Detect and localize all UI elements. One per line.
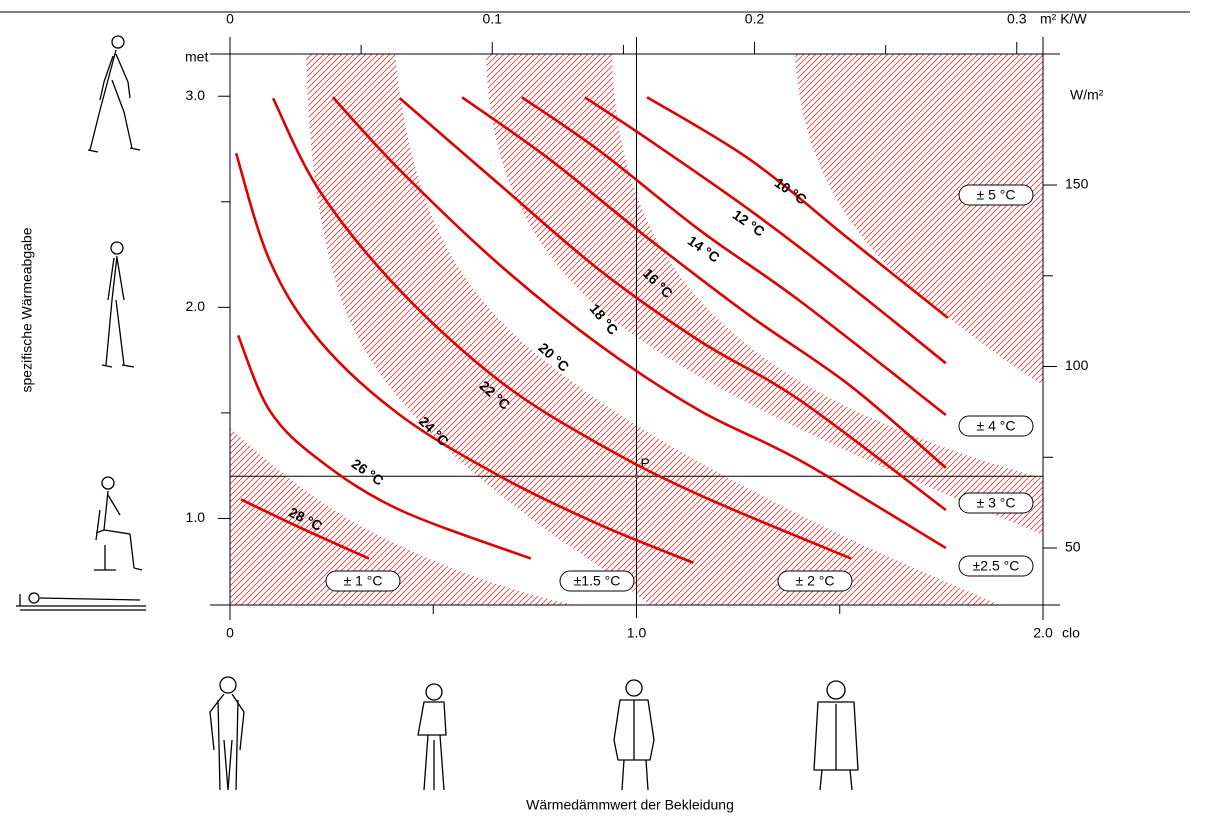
curve-label: 10 °C <box>772 174 810 207</box>
x2-tick-label: 0.2 <box>745 11 765 27</box>
activity-figures <box>16 35 859 791</box>
temperature-curve <box>399 97 947 512</box>
y-tick-label: 3.0 <box>186 87 206 103</box>
curve-label: 14 °C <box>685 232 723 265</box>
y-tick-label: 2.0 <box>186 298 206 314</box>
zone-label: ± 4 °C <box>977 418 1016 434</box>
temperature-curve <box>271 97 852 560</box>
figure-heavy-clothing <box>813 680 859 791</box>
reference-point <box>634 474 639 479</box>
temperature-curve <box>236 334 532 560</box>
figure-walking-fast <box>87 35 141 153</box>
zone-area <box>230 428 575 605</box>
temperature-curve <box>646 96 949 319</box>
figure-lying <box>16 592 146 611</box>
x2-tick-label: 0.3 <box>1007 11 1027 27</box>
zone-label: ± 3 °C <box>977 495 1016 511</box>
curve-label: 12 °C <box>730 206 768 239</box>
figure-suit <box>613 679 655 791</box>
x2-tick-label: 0 <box>226 11 234 27</box>
y2-tick-label: 150 <box>1065 176 1089 192</box>
tolerance-zones <box>230 54 1043 605</box>
y-axis-title: spezifische Wärmeabgabe <box>19 227 35 392</box>
zone-label-box <box>559 570 635 592</box>
zone-label-box <box>777 570 853 592</box>
zone-label-box <box>958 492 1034 514</box>
reference-label: P <box>641 455 650 471</box>
y-tick-label: 1.0 <box>186 509 206 525</box>
axes <box>0 11 1190 620</box>
y-unit: met <box>185 49 208 65</box>
zone-label-box <box>958 555 1034 577</box>
temperature-curve <box>461 96 947 469</box>
temperature-curve <box>234 152 694 564</box>
zone-label: ±2.5 °C <box>973 558 1020 574</box>
x-tick-label: 1.0 <box>627 625 647 641</box>
x-tick-label: 0 <box>226 625 234 641</box>
zone-area <box>795 54 1043 385</box>
zone-area <box>306 54 1000 605</box>
figure-walking <box>101 241 135 368</box>
x-tick-label: 2.0 <box>1033 625 1053 641</box>
y2-tick-label: 100 <box>1065 357 1089 373</box>
zone-label: ± 2 °C <box>796 573 835 589</box>
x-axis-title: Wärmedämmwert der Bekleidung <box>526 797 734 813</box>
zone-area <box>486 54 1043 535</box>
y2-unit: W/m² <box>1070 87 1104 103</box>
figure-unclothed <box>209 676 245 791</box>
x2-unit: m² K/W <box>1040 11 1087 27</box>
temperature-curve <box>521 96 947 417</box>
zone-label: ±1.5 °C <box>574 573 621 589</box>
figure-seated <box>94 476 143 571</box>
zone-label: ± 5 °C <box>977 187 1016 203</box>
zone-label: ± 1 °C <box>344 573 383 589</box>
temperature-curve <box>240 498 370 560</box>
temperature-curve <box>331 96 947 550</box>
zone-label-box <box>325 570 401 592</box>
figure-light-clothing <box>417 683 447 791</box>
x2-tick-label: 0.1 <box>483 11 503 27</box>
temperature-curve <box>584 96 947 365</box>
x-unit: clo <box>1062 625 1080 641</box>
zone-label-box <box>958 184 1034 206</box>
zone-label-box <box>958 415 1034 437</box>
y2-tick-label: 50 <box>1065 539 1081 555</box>
